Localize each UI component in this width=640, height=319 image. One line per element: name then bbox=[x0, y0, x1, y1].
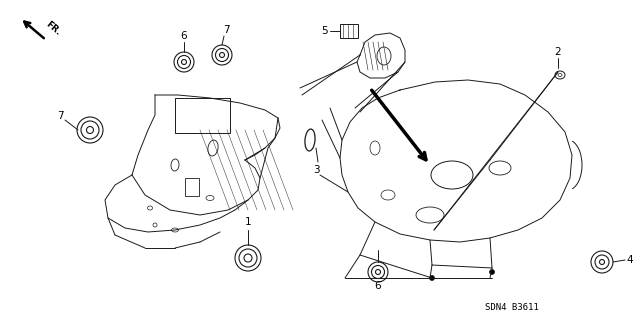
Text: 5: 5 bbox=[322, 26, 328, 36]
Bar bbox=[175, 98, 230, 133]
Text: 7: 7 bbox=[223, 25, 229, 35]
Text: 2: 2 bbox=[555, 47, 561, 57]
Text: 1: 1 bbox=[244, 217, 252, 227]
Text: 3: 3 bbox=[313, 165, 319, 175]
FancyBboxPatch shape bbox=[340, 24, 358, 38]
Text: SDN4 B3611: SDN4 B3611 bbox=[485, 303, 539, 313]
Text: 7: 7 bbox=[57, 111, 63, 121]
Circle shape bbox=[429, 276, 435, 280]
Circle shape bbox=[490, 270, 495, 275]
Text: 6: 6 bbox=[374, 281, 381, 291]
Text: 4: 4 bbox=[627, 255, 634, 265]
Text: FR.: FR. bbox=[44, 19, 63, 37]
Text: 6: 6 bbox=[180, 31, 188, 41]
Bar bbox=[185, 178, 199, 196]
